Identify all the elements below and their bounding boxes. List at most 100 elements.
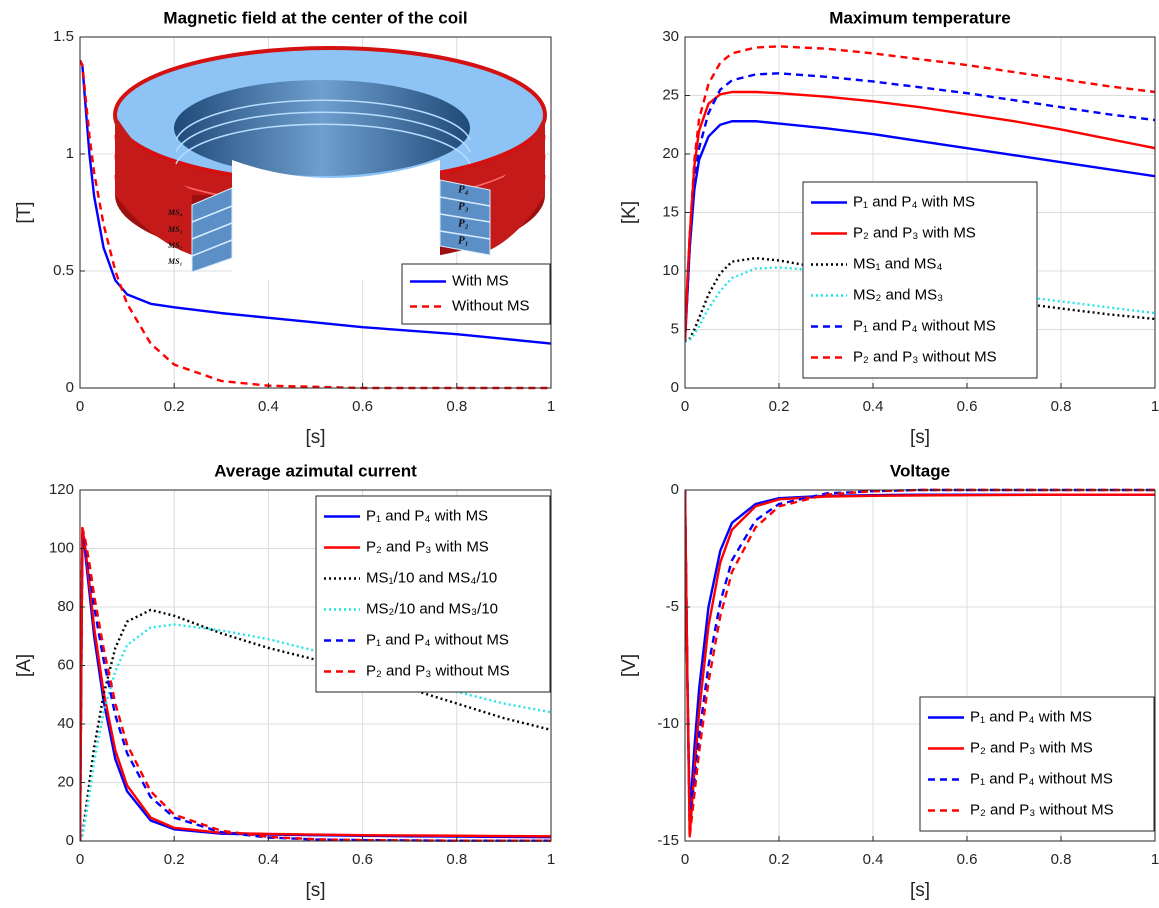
x-tick-label: 1 (547, 851, 555, 868)
y-axis-label: [T] (14, 201, 35, 223)
x-tick-label: 0.6 (957, 398, 978, 415)
chart-title: Magnetic field at the center of the coil (163, 8, 467, 27)
legend: P₁ and P₄ with MS P₂ and P₃ with MS P₁ and… (919, 696, 1155, 832)
coil-left-front (115, 115, 192, 255)
legend-label: P₁ and P₄ without MS (366, 631, 509, 648)
x-axis-label: [s] (305, 880, 325, 901)
coil-illustration: P₄ P₃ P₂ P₁ MS₄ MS₃ MS₂ MS₁ (113, 46, 547, 280)
y-tick-label: 1.5 (53, 28, 74, 45)
legend-label: P₂ and P₃ without MS (853, 348, 997, 365)
legend-label: P₂ and P₃ with MS (970, 739, 1093, 756)
legend-box (919, 696, 1155, 832)
y-tick-label: -10 (657, 715, 679, 732)
x-tick-label: 0 (681, 398, 689, 415)
x-tick-label: 0.4 (863, 851, 884, 868)
legend-label: P₂ and P₃ with MS (366, 538, 489, 555)
legend: With MS Without MS (401, 263, 551, 325)
inset-label: P₂ (458, 218, 469, 230)
x-tick-label: 0.4 (258, 398, 279, 415)
y-tick-label: 10 (662, 262, 679, 279)
coil-inner-wall (174, 80, 470, 176)
data-line (685, 45, 1155, 342)
x-tick-label: 1 (547, 398, 555, 415)
x-tick-label: 0 (76, 398, 84, 415)
y-tick-label: 0.5 (53, 262, 74, 279)
coil-left-section (191, 187, 233, 273)
axes: 0 0.2 0.4 0.6 0.8 1 -15 -10 -5 0 Voltage [s] [V] P₁ a… (619, 461, 1159, 901)
x-tick-label: 0.6 (352, 851, 373, 868)
legend-label: MS₁/10 and MS₄/10 (366, 569, 497, 586)
inset-label: P₄ (458, 184, 469, 196)
x-tick-label: 0.8 (1051, 398, 1072, 415)
data-line (685, 72, 1155, 342)
y-tick-label: -5 (666, 598, 679, 615)
y-tick-label: 40 (57, 715, 74, 732)
axes: P₄ P₃ P₂ P₁ MS₄ MS₃ MS₂ MS₁ 0 0.2 0.4 0.6 0.… (14, 8, 555, 448)
y-tick-label: -15 (657, 832, 679, 849)
y-tick-label: 30 (662, 28, 679, 45)
legend-label: P₁ and P₄ without MS (970, 770, 1113, 787)
legend-label: MS₁ and MS₄ (853, 255, 943, 272)
x-tick-label: 0.2 (769, 851, 790, 868)
x-tick-label: 0 (76, 851, 84, 868)
legend: P₁ and P₄ with MS P₂ and P₃ with MS MS₁/10… (315, 495, 551, 693)
x-axis-label: [s] (305, 427, 325, 448)
y-tick-label: 20 (662, 145, 679, 162)
y-axis-label: [K] (619, 201, 640, 224)
data-line (685, 90, 1155, 342)
x-tick-label: 1 (1151, 851, 1159, 868)
data-line (685, 266, 1155, 343)
inset-ms-label: MS₄ (167, 208, 183, 217)
coil-section-lines (191, 196, 491, 257)
inset-label: P₁ (458, 235, 469, 247)
y-tick-label: 20 (57, 773, 74, 790)
legend-label: With MS (452, 272, 509, 289)
data-line (685, 256, 1155, 343)
legend-label: MS₂ and MS₃ (853, 286, 943, 303)
coil-cutaway (232, 160, 440, 280)
x-tick-label: 0.4 (258, 851, 279, 868)
x-tick-label: 0.6 (352, 398, 373, 415)
y-tick-label: 15 (662, 203, 679, 220)
data-line (685, 120, 1155, 342)
x-axis-label: [s] (910, 880, 930, 901)
legend-label: MS₂/10 and MS₃/10 (366, 600, 498, 617)
coil-inner-lines (175, 99, 471, 165)
data-line (80, 526, 551, 842)
legend-label: P₁ and P₄ with MS (853, 193, 975, 210)
x-tick-label: 0.2 (164, 398, 185, 415)
y-tick-label: 100 (49, 539, 74, 556)
legend-label: P₂ and P₃ without MS (366, 662, 510, 679)
y-tick-label: 120 (49, 481, 74, 498)
x-tick-label: 0.8 (446, 851, 467, 868)
y-tick-label: 0 (66, 379, 74, 396)
y-tick-label: 0 (671, 379, 679, 396)
chart-title: Voltage (890, 461, 950, 480)
y-tick-label: 0 (66, 832, 74, 849)
chart-title: Maximum temperature (829, 8, 1010, 27)
legend-label: P₂ and P₃ without MS (970, 801, 1114, 818)
y-tick-label: 1 (66, 145, 74, 162)
inset-ms-label: MS₃ (167, 225, 183, 234)
legend-box (315, 495, 551, 693)
x-tick-label: 0.6 (957, 851, 978, 868)
x-tick-label: 0.8 (1051, 851, 1072, 868)
data-line (80, 59, 551, 345)
y-tick-label: 60 (57, 656, 74, 673)
y-tick-label: 5 (671, 320, 679, 337)
legend-label: P₂ and P₃ with MS (853, 224, 976, 241)
legend-box (401, 263, 551, 325)
x-axis-label: [s] (910, 427, 930, 448)
inset-label: P₃ (458, 201, 469, 213)
inset-ms-label: MS₂ (167, 241, 183, 250)
axes: 0 0.2 0.4 0.6 0.8 1 0 20 40 60 80 100 120 Average azi… (14, 461, 555, 901)
axes-box (684, 489, 1156, 842)
legend-label: P₁ and P₄ without MS (853, 317, 996, 334)
legend-label: Without MS (452, 297, 530, 314)
x-tick-label: 0.8 (446, 398, 467, 415)
data-line (80, 526, 551, 842)
legend-box (802, 181, 1038, 379)
legend-label: P₁ and P₄ with MS (366, 507, 488, 524)
